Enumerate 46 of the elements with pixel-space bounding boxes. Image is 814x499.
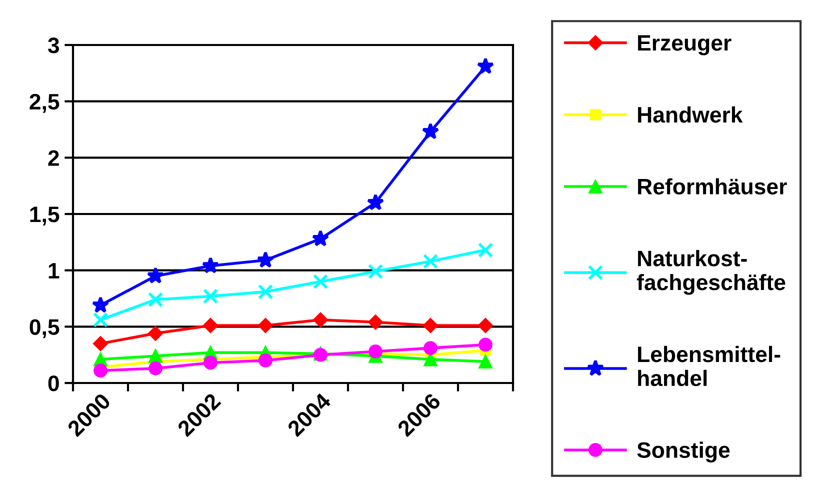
legend-label: Naturkost- fachgeschäfte [636,250,786,295]
legend-label: Handwerk [638,106,743,123]
point [148,326,164,341]
point [312,312,328,328]
point [148,349,162,363]
point [92,336,108,352]
y-tick-label: 1 [48,263,60,278]
y-tick-label: 2 [48,150,59,166]
y-tick-label: 2,5 [30,94,60,113]
y-tick-label: 0,5 [30,319,60,338]
point [422,254,438,269]
point [146,266,164,284]
point [422,122,440,140]
point [202,288,218,304]
point [312,274,328,290]
point [202,256,220,274]
point [478,242,494,258]
point [366,194,384,210]
point [92,296,110,313]
legend-label: Erzeuger [638,35,732,56]
y-tick-label: 1,5 [30,206,60,226]
point [368,314,384,330]
point [258,284,274,300]
point [368,344,382,358]
point [422,318,438,334]
point [476,57,494,74]
point [148,361,162,376]
y-tick-label: 3 [48,38,60,54]
y-tick-label: 0 [48,376,59,392]
point [478,354,492,369]
point [94,364,108,378]
point [478,318,494,334]
point [368,264,384,280]
legend-label: Sonstige [637,442,730,462]
point [202,318,218,334]
point [258,318,274,334]
point [256,251,274,268]
point [92,312,108,328]
legend-label: Lebensmittel- handel [638,346,780,386]
point [478,338,492,352]
point [204,356,218,370]
point [312,230,330,246]
point [258,354,272,368]
legend-label: Reformhäuser [638,178,787,195]
point [148,292,164,308]
point [424,341,438,356]
